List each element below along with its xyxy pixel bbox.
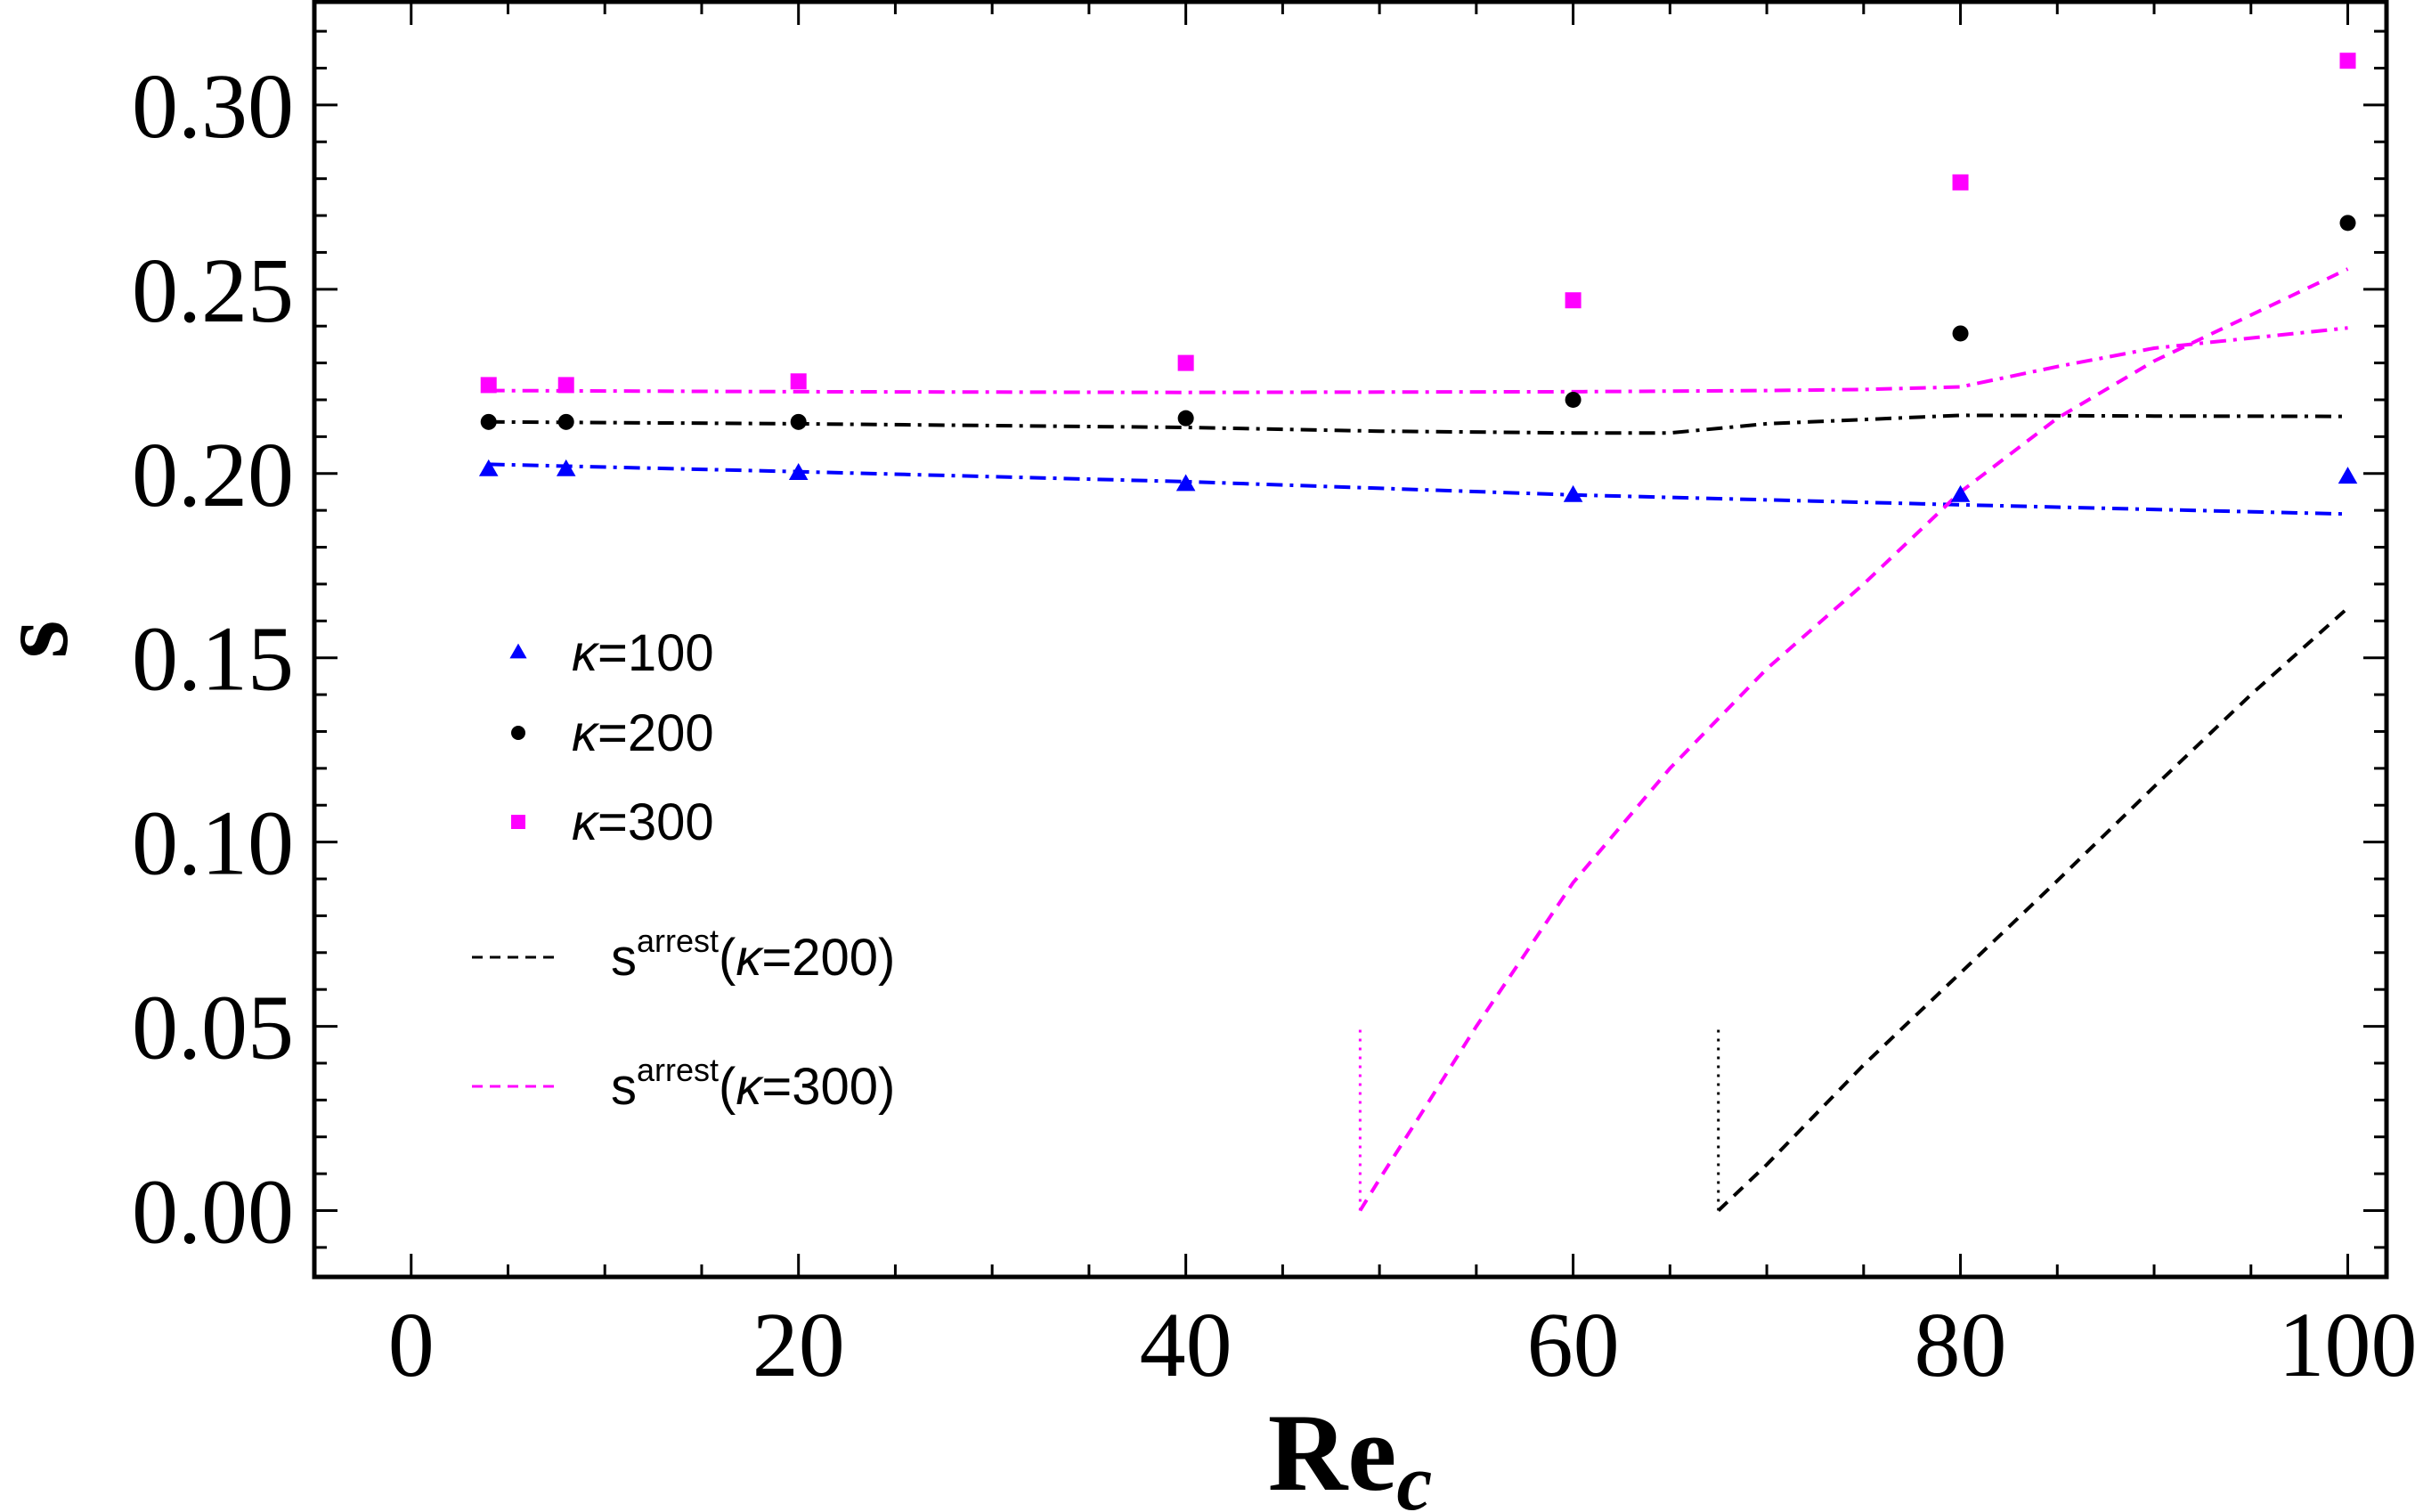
x-tick-labels: 0 20 40 60 80 100 <box>388 1294 2415 1396</box>
legend-marker-kappa-100 <box>509 643 527 659</box>
fit-kappa-200 <box>488 413 2348 435</box>
data-markers <box>478 53 2358 502</box>
kappa-100-point <box>788 463 809 480</box>
kappa-100-point <box>478 459 499 476</box>
x-axis-title: Rec <box>1268 1392 1433 1512</box>
x-tick-label: 20 <box>752 1294 845 1396</box>
x-tick-label: 80 <box>1915 1294 2007 1396</box>
kappa-300-point <box>2339 53 2356 69</box>
kappa-300-point <box>790 373 807 390</box>
arrest-kappa-200 <box>1717 606 2349 1212</box>
kappa-200-point <box>1952 325 1969 342</box>
kappa-300-point <box>1952 174 1969 191</box>
y-axis-title: s <box>0 621 88 659</box>
x-tick-label: 60 <box>1527 1294 1620 1396</box>
legend-label-kappa-200: κ=200 <box>572 704 714 762</box>
legend-marker-kappa-300 <box>511 815 525 829</box>
legend: κ=100 κ=200 κ=300 sarrest(κ=200) sarrest(κ=3… <box>472 624 895 1116</box>
y-tick-label: 0.30 <box>132 55 294 158</box>
y-tick-labels: 0.00 0.05 0.10 0.15 0.20 0.25 0.30 <box>132 55 294 1264</box>
x-tick-label: 0 <box>388 1294 435 1396</box>
kappa-300-point <box>1565 292 1582 309</box>
kappa-100-point <box>1950 484 1971 502</box>
tick-marks <box>314 2 2387 1277</box>
y-tick-label: 0.05 <box>132 977 294 1079</box>
legend-label-kappa-100: κ=100 <box>572 624 714 682</box>
kappa-200-point <box>480 413 497 430</box>
fit-kappa-300 <box>488 326 2348 394</box>
kappa-300-point <box>557 377 574 394</box>
fit-kappa-100 <box>488 462 2348 516</box>
legend-label-arrest-kappa-200: sarrest(κ=200) <box>611 923 895 987</box>
x-tick-label: 100 <box>2279 1294 2415 1396</box>
legend-marker-kappa-200 <box>511 726 525 740</box>
kappa-100-point <box>1175 474 1196 492</box>
x-tick-label: 40 <box>1140 1294 1232 1396</box>
kappa-100-point <box>556 459 576 476</box>
legend-label-kappa-300: κ=300 <box>572 793 714 851</box>
kappa-100-point <box>1563 484 1583 502</box>
kappa-300-point <box>480 377 497 394</box>
plot-frame <box>312 0 2389 1280</box>
arrest-kappa-300 <box>1358 267 2349 1212</box>
y-tick-label: 0.10 <box>132 793 294 895</box>
kappa-200-point <box>557 413 574 430</box>
kappa-200-point <box>2339 215 2356 232</box>
legend-label-arrest-kappa-300: sarrest(κ=300) <box>611 1052 895 1116</box>
kappa-200-point <box>1177 410 1194 427</box>
y-tick-label: 0.15 <box>132 608 294 711</box>
kappa-200-point <box>1565 391 1582 408</box>
threshold-lines <box>1358 1026 1720 1211</box>
kappa-100-point <box>2338 467 2358 484</box>
kappa-200-point <box>790 413 807 430</box>
y-tick-label: 0.00 <box>132 1161 294 1264</box>
y-tick-label: 0.25 <box>132 240 294 342</box>
arrest-lines <box>1358 267 2349 1212</box>
fit-lines <box>488 326 2348 516</box>
y-tick-label: 0.20 <box>132 424 294 526</box>
kappa-300-point <box>1177 354 1194 371</box>
